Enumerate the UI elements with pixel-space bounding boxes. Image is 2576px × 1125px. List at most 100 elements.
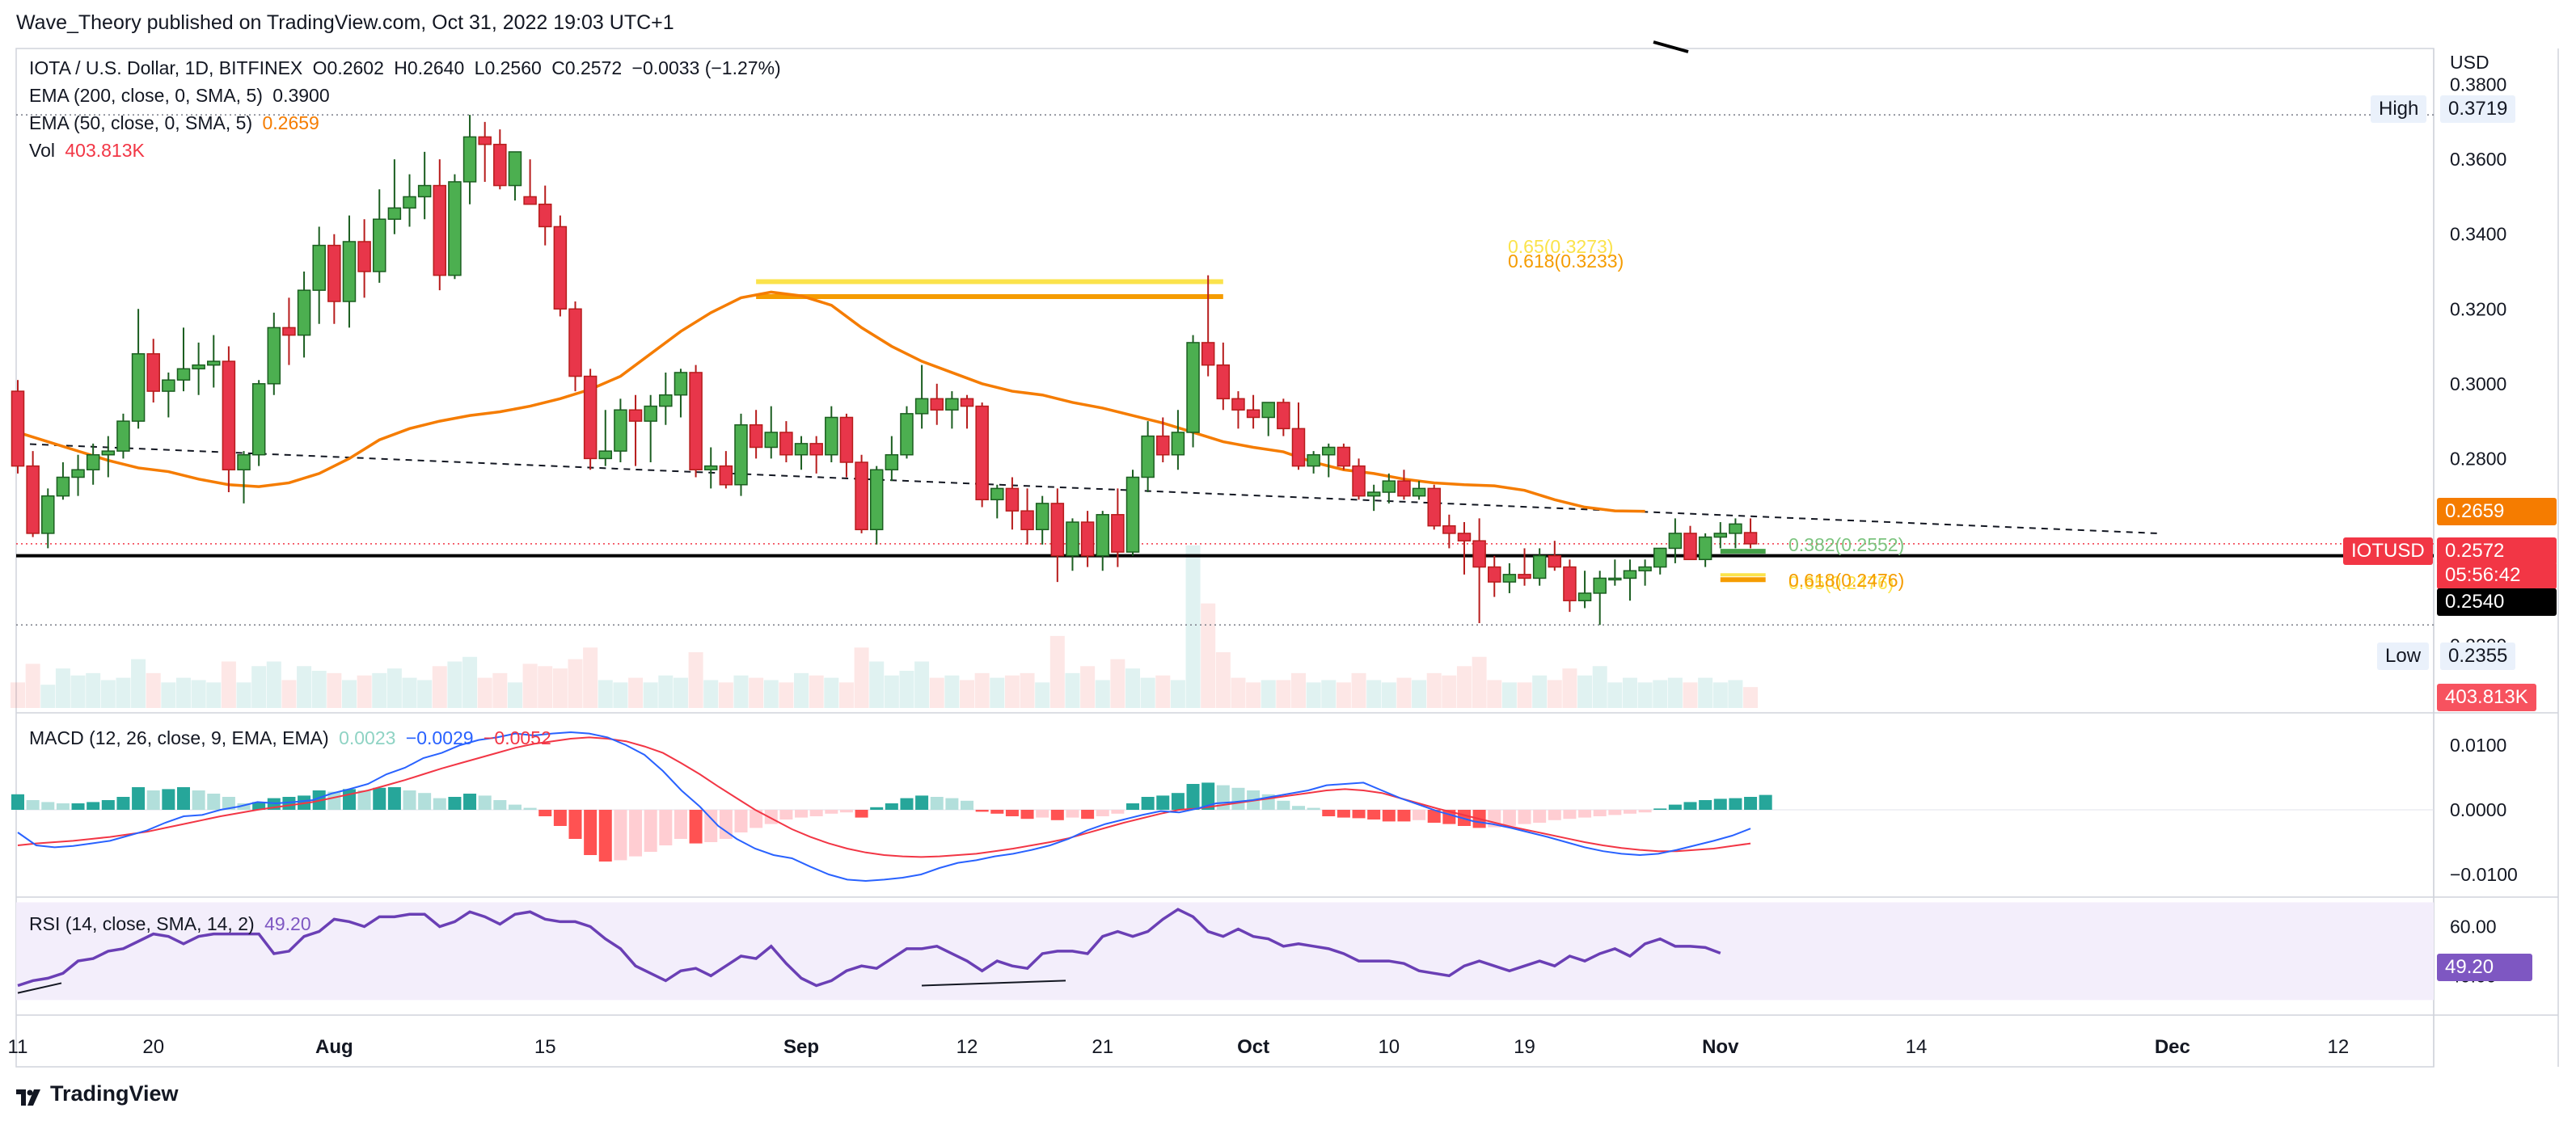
support-price-tag: 0.2540 xyxy=(2437,588,2557,616)
macd-histogram-bar xyxy=(11,794,24,810)
symbol-price-tag: IOTUSD xyxy=(2343,537,2433,565)
macd-histogram-bar xyxy=(975,810,989,812)
macd-histogram-bar xyxy=(1759,794,1772,810)
candle-body xyxy=(1427,487,1441,527)
macd-legend[interactable]: MACD (12, 26, close, 9, EMA, EMA) 0.0023… xyxy=(29,724,551,752)
macd-histogram-bar xyxy=(1427,810,1441,823)
volume-bar xyxy=(386,668,402,708)
candle-body xyxy=(598,450,613,460)
currency-label: USD xyxy=(2450,52,2489,73)
candle-body xyxy=(508,151,522,187)
volume-bar xyxy=(658,675,674,708)
symbol-name[interactable]: IOTA / U.S. Dollar, 1D, BITFINEX xyxy=(29,57,303,78)
macd-histogram-bar xyxy=(207,794,221,810)
macd-histogram-bar xyxy=(885,803,898,810)
candle-body xyxy=(176,368,191,381)
volume-bar xyxy=(1306,682,1321,708)
candle-body xyxy=(417,184,432,198)
fib-label-0618-top: 0.618(0.3233) xyxy=(1508,251,1624,272)
macd-histogram-bar xyxy=(1050,810,1064,820)
time-axis: 11 20 Aug 15 Sep 12 21 Oct 10 19 Nov 14 Dec 12 xyxy=(8,1036,2350,1058)
macd-histogram-bar xyxy=(1713,798,1727,810)
volume-value: 403.813K xyxy=(65,140,145,161)
macd-histogram-bar xyxy=(493,800,507,810)
candle-body xyxy=(1020,510,1034,531)
volume-legend[interactable]: Vol 403.813K xyxy=(29,137,145,164)
macd-tick-label: 0.0100 xyxy=(2450,735,2506,756)
macd-histogram-bar xyxy=(1578,810,1592,818)
volume-bar xyxy=(146,672,161,708)
candle-body xyxy=(1532,554,1547,579)
macd-histogram-bar xyxy=(41,802,55,810)
candle-body xyxy=(282,327,296,336)
low-value-tag: 0.2355 xyxy=(2440,643,2516,670)
candle-body xyxy=(779,432,793,456)
macd-histogram-bar xyxy=(26,800,40,810)
time-tick-label: 14 xyxy=(1906,1036,1928,1058)
candle-body xyxy=(1577,592,1592,601)
candle-body xyxy=(1080,521,1095,557)
volume-bar xyxy=(1336,682,1351,708)
candle-body xyxy=(1156,435,1170,456)
volume-bar xyxy=(583,647,598,708)
volume-bar xyxy=(206,682,222,708)
volume-bar xyxy=(552,668,568,708)
ema50-legend[interactable]: EMA (50, close, 0, SMA, 5) 0.2659 xyxy=(29,109,319,137)
candle-body xyxy=(1366,491,1381,497)
volume-bar xyxy=(11,682,25,708)
macd-histogram-bar xyxy=(1367,810,1381,820)
volume-bar xyxy=(749,677,764,708)
volume-bar xyxy=(161,682,176,708)
volume-bar xyxy=(477,677,492,708)
macd-histogram-bar xyxy=(900,798,914,810)
macd-histogram-bar xyxy=(930,797,944,810)
candle-body xyxy=(1201,342,1215,366)
fib-levels[interactable] xyxy=(756,279,1766,583)
ohlc-open: O0.2602 xyxy=(312,57,384,78)
symbol-legend[interactable]: IOTA / U.S. Dollar, 1D, BITFINEX O0.2602… xyxy=(29,54,781,82)
volume-bar xyxy=(1426,672,1442,708)
candle-body xyxy=(1518,574,1531,579)
candle-body xyxy=(1186,342,1200,433)
publisher-line: Wave_Theory published on TradingView.com… xyxy=(16,11,674,34)
time-tick-label: 21 xyxy=(1092,1036,1113,1058)
candle-body xyxy=(1638,566,1652,571)
candle-body xyxy=(1563,566,1577,601)
ohlc-low: L0.2560 xyxy=(474,57,542,78)
fib-label-065-bottom: 0.65(0.2476) xyxy=(1788,572,1894,593)
volume-bar xyxy=(1080,666,1096,708)
volume-bar xyxy=(432,666,447,708)
macd-histogram-bar xyxy=(1653,808,1667,810)
candle-body xyxy=(267,327,281,385)
candle-body xyxy=(26,465,40,534)
rsi-pane xyxy=(17,908,1721,994)
rsi-label: RSI (14, close, SMA, 14, 2) xyxy=(29,913,255,934)
macd-histogram-bar xyxy=(387,787,401,810)
volume-bar xyxy=(718,682,733,708)
candle-body xyxy=(1035,503,1049,531)
volume-bar xyxy=(1231,677,1246,708)
volume-bar xyxy=(1472,656,1487,708)
candle-body xyxy=(1593,577,1607,594)
macd-histogram-bar xyxy=(1337,810,1350,818)
volume-bar xyxy=(1637,682,1653,708)
candle-body xyxy=(71,469,85,478)
ema50-path xyxy=(17,290,1645,513)
macd-histogram-bar xyxy=(192,790,205,810)
macd-line xyxy=(17,731,1751,883)
volume-bar xyxy=(899,671,914,708)
rsi-legend[interactable]: RSI (14, close, SMA, 14, 2) 49.20 xyxy=(29,910,311,938)
macd-histogram-bar xyxy=(1156,795,1170,810)
candle-body xyxy=(101,450,116,456)
volume-bar xyxy=(1140,677,1155,708)
volume-bar xyxy=(100,680,116,708)
volume-bar xyxy=(974,672,990,708)
macd-histogram-bar xyxy=(463,794,477,810)
volume-bar xyxy=(884,675,899,708)
ema200-legend[interactable]: EMA (200, close, 0, SMA, 5) 0.3900 xyxy=(29,82,330,109)
candle-body xyxy=(1442,525,1456,534)
candle-body xyxy=(146,353,160,392)
candle-body xyxy=(1683,533,1697,561)
tradingview-logo[interactable]: TradingView xyxy=(16,1081,179,1106)
